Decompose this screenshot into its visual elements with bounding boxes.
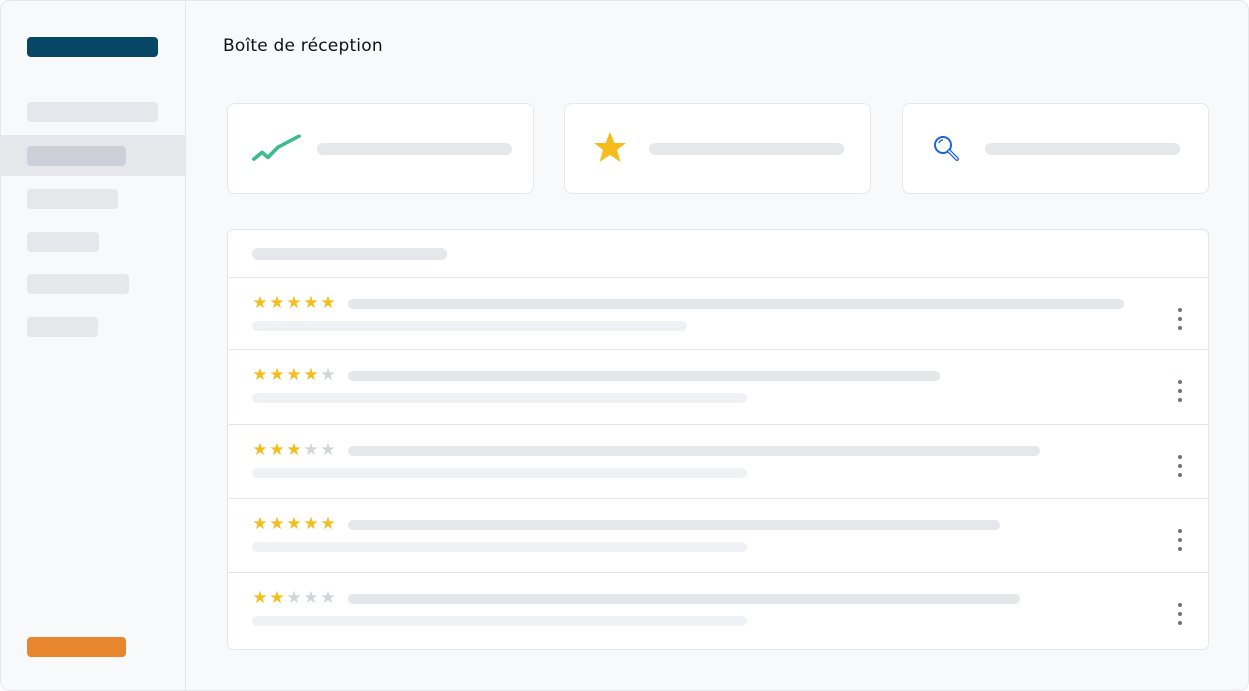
star-icon: ★ bbox=[269, 514, 285, 534]
star-icon: ★ bbox=[303, 588, 319, 608]
logo bbox=[27, 37, 158, 57]
star-icon: ★ bbox=[252, 588, 268, 608]
star-icon: ★ bbox=[286, 588, 302, 608]
star-rating: ★ ★ ★ ★ ★ bbox=[252, 367, 336, 384]
star-icon: ★ bbox=[303, 514, 319, 534]
page-title: Boîte de réception bbox=[223, 36, 383, 56]
review-row[interactable]: ★ ★ ★ ★ ★ bbox=[228, 350, 1208, 425]
review-text-placeholder bbox=[252, 321, 687, 331]
more-options-icon[interactable] bbox=[1172, 455, 1188, 477]
star-icon: ★ bbox=[269, 365, 285, 385]
star-icon: ★ bbox=[252, 440, 268, 460]
review-row[interactable]: ★ ★ ★ ★ ★ bbox=[228, 499, 1208, 573]
star-icon: ★ bbox=[269, 293, 285, 313]
sidebar-action-button[interactable] bbox=[27, 637, 126, 657]
review-text-placeholder bbox=[252, 542, 747, 552]
list-header bbox=[228, 230, 1208, 278]
star-icon: ★ bbox=[252, 365, 268, 385]
stat-card-label-placeholder bbox=[317, 143, 512, 155]
star-icon: ★ bbox=[269, 440, 285, 460]
star-icon: ★ bbox=[286, 440, 302, 460]
star-rating: ★ ★ ★ ★ ★ bbox=[252, 442, 336, 459]
star-icon: ★ bbox=[320, 365, 336, 385]
star-icon: ★ bbox=[252, 514, 268, 534]
stat-card-trend[interactable] bbox=[227, 103, 534, 194]
review-text-placeholder bbox=[252, 393, 747, 403]
stat-card-label-placeholder bbox=[649, 143, 844, 155]
stat-card-star[interactable] bbox=[564, 103, 871, 194]
star-icon: ★ bbox=[303, 293, 319, 313]
more-options-icon[interactable] bbox=[1172, 308, 1188, 330]
review-row[interactable]: ★ ★ ★ ★ ★ bbox=[228, 425, 1208, 499]
stat-card-search[interactable] bbox=[902, 103, 1209, 194]
more-options-icon[interactable] bbox=[1172, 380, 1188, 402]
search-icon bbox=[934, 136, 959, 161]
stat-card-label-placeholder bbox=[985, 143, 1180, 155]
star-rating: ★ ★ ★ ★ ★ bbox=[252, 516, 336, 533]
star-rating: ★ ★ ★ ★ ★ bbox=[252, 295, 336, 312]
review-text-placeholder bbox=[252, 616, 747, 626]
list-header-placeholder bbox=[252, 248, 447, 260]
trend-up-icon bbox=[252, 134, 301, 161]
sidebar-item[interactable] bbox=[27, 317, 98, 337]
star-icon: ★ bbox=[320, 440, 336, 460]
review-title-placeholder bbox=[348, 594, 1020, 604]
sidebar-item[interactable] bbox=[27, 274, 129, 294]
star-icon: ★ bbox=[252, 293, 268, 313]
more-options-icon[interactable] bbox=[1172, 529, 1188, 551]
review-row[interactable]: ★ ★ ★ ★ ★ bbox=[228, 573, 1208, 649]
star-icon: ★ bbox=[320, 293, 336, 313]
review-title-placeholder bbox=[348, 371, 940, 381]
star-icon: ★ bbox=[286, 365, 302, 385]
star-icon: ★ bbox=[303, 440, 319, 460]
review-row[interactable]: ★ ★ ★ ★ ★ bbox=[228, 278, 1208, 350]
star-icon: ★ bbox=[286, 293, 302, 313]
sidebar-item[interactable] bbox=[27, 232, 99, 252]
review-text-placeholder bbox=[252, 468, 747, 478]
sidebar-item-active[interactable] bbox=[27, 146, 126, 166]
review-title-placeholder bbox=[348, 299, 1124, 309]
sidebar-item[interactable] bbox=[27, 102, 158, 122]
star-icon: ★ bbox=[320, 588, 336, 608]
star-icon bbox=[594, 132, 626, 162]
review-title-placeholder bbox=[348, 520, 1000, 530]
more-options-icon[interactable] bbox=[1172, 603, 1188, 625]
star-icon: ★ bbox=[320, 514, 336, 534]
sidebar bbox=[1, 1, 186, 690]
review-title-placeholder bbox=[348, 446, 1040, 456]
star-rating: ★ ★ ★ ★ ★ bbox=[252, 590, 336, 607]
star-icon: ★ bbox=[303, 365, 319, 385]
star-icon: ★ bbox=[286, 514, 302, 534]
reviews-list: ★ ★ ★ ★ ★ ★ ★ ★ ★ ★ ★ ★ ★ ★ ★ ★ ★ ★ ★ ★ ★ ★ ★ ★ ★ bbox=[227, 229, 1209, 650]
star-icon: ★ bbox=[269, 588, 285, 608]
sidebar-item[interactable] bbox=[27, 189, 118, 209]
